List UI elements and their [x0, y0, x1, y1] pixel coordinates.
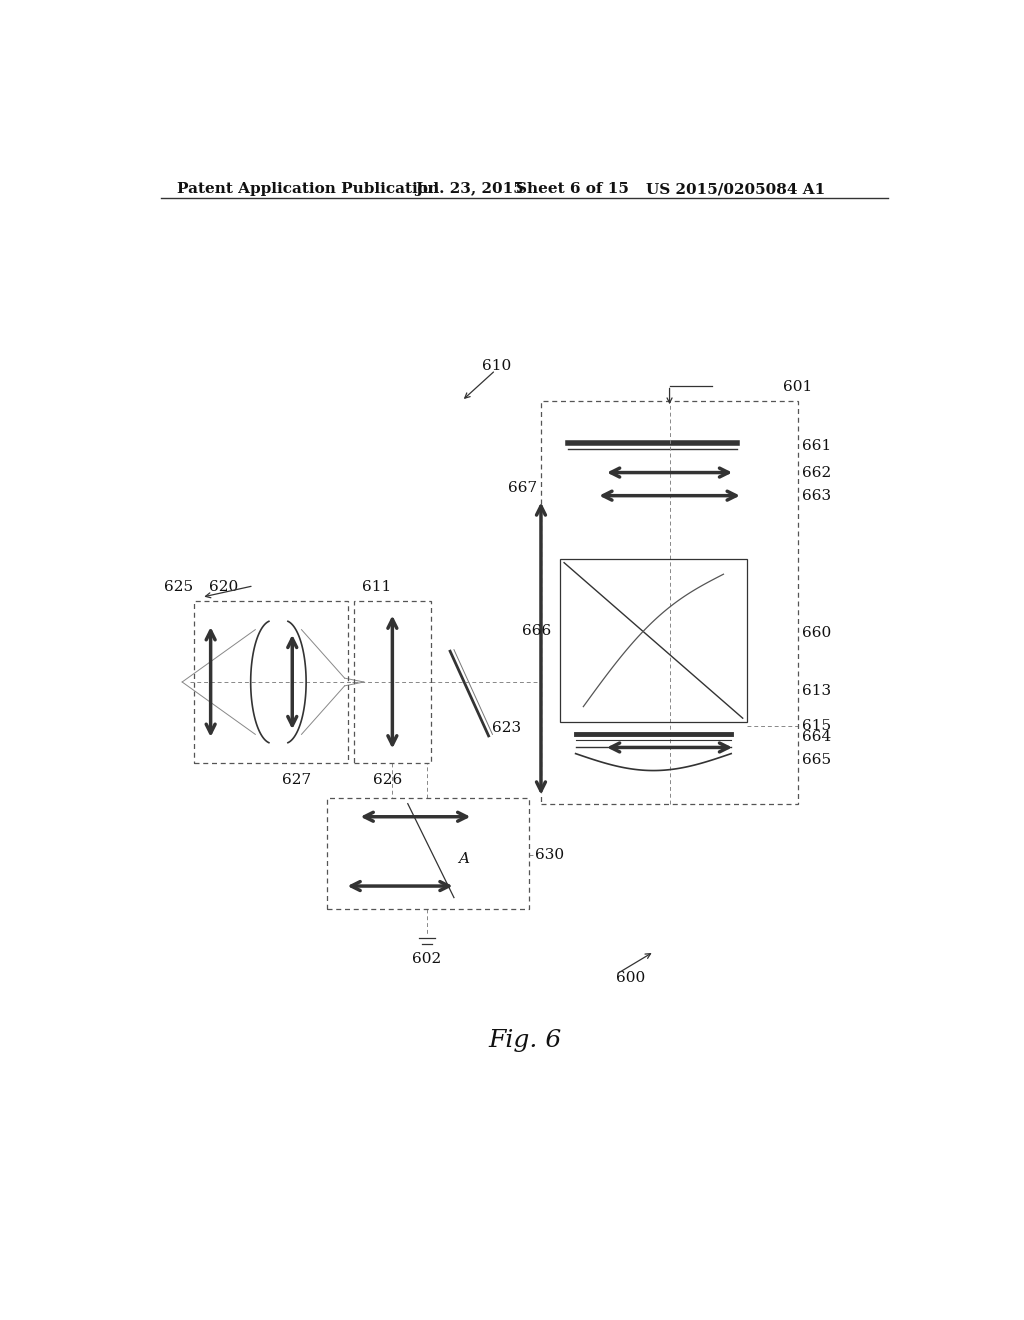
Text: 623: 623	[493, 721, 521, 735]
Bar	[541, 401, 798, 804]
Bar	[194, 601, 348, 763]
Text: 620: 620	[209, 581, 239, 594]
Text: Patent Application Publication: Patent Application Publication	[177, 182, 438, 197]
Text: Sheet 6 of 15: Sheet 6 of 15	[515, 182, 629, 197]
Bar	[560, 558, 746, 722]
Bar	[354, 601, 431, 763]
Text: 627: 627	[283, 772, 311, 787]
Text: 666: 666	[521, 624, 551, 638]
Text: 625: 625	[165, 581, 194, 594]
Text: 661: 661	[802, 440, 831, 453]
Text: 630: 630	[535, 849, 564, 862]
Text: Fig. 6: Fig. 6	[488, 1028, 561, 1052]
Text: 600: 600	[615, 972, 645, 986]
Text: 611: 611	[361, 581, 391, 594]
Text: A: A	[458, 853, 469, 866]
Text: 663: 663	[802, 488, 831, 503]
Text: Jul. 23, 2015: Jul. 23, 2015	[416, 182, 524, 197]
Text: 615: 615	[802, 719, 831, 733]
Text: 664: 664	[802, 730, 831, 743]
Bar	[327, 797, 529, 909]
Text: 610: 610	[481, 359, 511, 374]
Text: US 2015/0205084 A1: US 2015/0205084 A1	[646, 182, 825, 197]
Text: 602: 602	[413, 952, 441, 966]
Text: 613: 613	[802, 684, 831, 698]
Text: 660: 660	[802, 626, 831, 640]
Text: 662: 662	[802, 466, 831, 479]
Text: 665: 665	[802, 752, 831, 767]
Text: 601: 601	[782, 380, 812, 395]
Text: 626: 626	[373, 772, 402, 787]
Text: 667: 667	[508, 480, 537, 495]
